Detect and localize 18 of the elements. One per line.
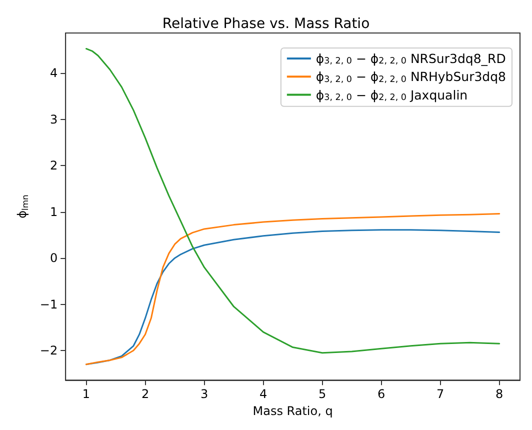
y-tick-label: 2 [50, 158, 58, 173]
x-tick-label: 6 [377, 387, 386, 402]
x-tick-label: 1 [82, 387, 90, 402]
chart-title: Relative Phase vs. Mass Ratio [162, 16, 370, 32]
y-tick-label: 4 [50, 66, 58, 80]
x-tick-label: 4 [259, 387, 268, 402]
x-tick-label: 5 [318, 387, 326, 402]
y-tick-label: −2 [40, 344, 58, 358]
x-tick-label: 2 [141, 387, 150, 402]
x-axis-title: Mass Ratio, q [252, 404, 333, 418]
y-tick-label: 0 [50, 251, 58, 266]
x-tick-label: 3 [200, 387, 208, 402]
y-tick-label: −1 [40, 297, 58, 312]
x-tick-label: 8 [496, 387, 504, 402]
y-axis-title: ϕlmn [15, 194, 30, 218]
y-tick-label: 3 [50, 112, 58, 126]
x-tick-label: 7 [436, 387, 444, 402]
y-tick-label: 1 [50, 204, 58, 219]
